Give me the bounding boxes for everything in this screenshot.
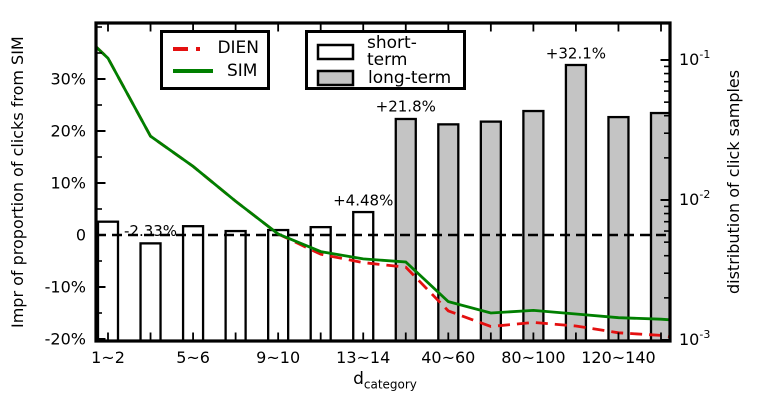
- bar-long-term: [437, 123, 460, 341]
- bar-short-term: [181, 225, 205, 341]
- x-tick-label: 13~14: [336, 348, 390, 367]
- right-tick-label: 10-3: [679, 328, 710, 349]
- x-tick-label: 9~10: [256, 348, 300, 367]
- plot-area: [96, 45, 670, 341]
- bar-long-term: [607, 115, 630, 341]
- sim-line: [96, 45, 670, 322]
- x-tick-label: 1~2: [91, 348, 125, 367]
- x-tick-label: 80~100: [501, 348, 565, 367]
- x-tick-label: 40~60: [421, 348, 475, 367]
- annotation: +21.8%: [376, 98, 436, 116]
- x-axis-title-main: d: [353, 369, 364, 389]
- left-tick-label: 0: [76, 226, 86, 245]
- bar-long-term: [479, 120, 502, 341]
- left-axis-title: Impr of proportion of clicks from SIM: [8, 23, 34, 341]
- bar-short-term: [224, 229, 247, 341]
- legend-label-short-term: short-term: [367, 33, 417, 70]
- x-tick-label: 120~140: [581, 348, 655, 367]
- bar-short-term: [267, 228, 290, 341]
- legend-label-long-term: long-term: [368, 67, 452, 88]
- left-tick-label: 10%: [50, 174, 86, 193]
- long-term-bar-swatch: [316, 69, 355, 87]
- legend-item-sim: SIM: [171, 60, 259, 81]
- legend-label-sim: SIM: [227, 60, 258, 81]
- sim-solid-line-swatch: [173, 69, 213, 74]
- x-tick-label: 5~6: [176, 348, 210, 367]
- left-tick-label: -20%: [45, 330, 86, 349]
- bar-short-term: [309, 225, 332, 341]
- legend-item-long-term: long-term: [316, 69, 455, 87]
- left-tick-label: 30%: [50, 70, 86, 89]
- annotation: -2.33%: [124, 222, 177, 240]
- x-axis-title: dcategory: [300, 369, 470, 391]
- bar-long-term: [564, 63, 588, 341]
- left-axis-title-text: Impr of proportion of clicks from SIM: [8, 36, 27, 328]
- legend-item-dien: DIEN: [171, 40, 259, 57]
- right-axis-title-text: distribution of click samples: [724, 69, 743, 295]
- dien-line: [96, 45, 670, 339]
- bar-long-term: [522, 109, 545, 341]
- annotation: +32.1%: [546, 45, 606, 63]
- legend-label-dien: DIEN: [217, 38, 259, 59]
- bar-long-term: [394, 117, 417, 341]
- x-axis-title-sub: category: [363, 377, 417, 392]
- legend-lines: DIEN SIM: [160, 30, 270, 90]
- legend-item-short-term: short-term: [316, 35, 455, 69]
- short-term-bar-swatch: [316, 43, 355, 61]
- short-term-swatch-rect: [316, 43, 355, 61]
- right-tick-label: 10-1: [679, 48, 710, 69]
- bar-short-term: [352, 210, 375, 341]
- dien-dashed-line-swatch: [173, 46, 206, 51]
- bar-short-term: [96, 220, 120, 341]
- annotation: +4.48%: [333, 192, 393, 210]
- left-tick-label: -10%: [45, 278, 86, 297]
- long-term-swatch-rect: [316, 69, 355, 87]
- right-axis-title: distribution of click samples: [724, 23, 750, 341]
- left-tick-label: 20%: [50, 122, 86, 141]
- plot-border: [94, 21, 672, 343]
- right-tick-label: 10-2: [679, 188, 710, 209]
- bar-short-term: [139, 242, 162, 341]
- bar-long-term: [649, 111, 670, 341]
- legend-bars: short-term long-term: [305, 30, 466, 90]
